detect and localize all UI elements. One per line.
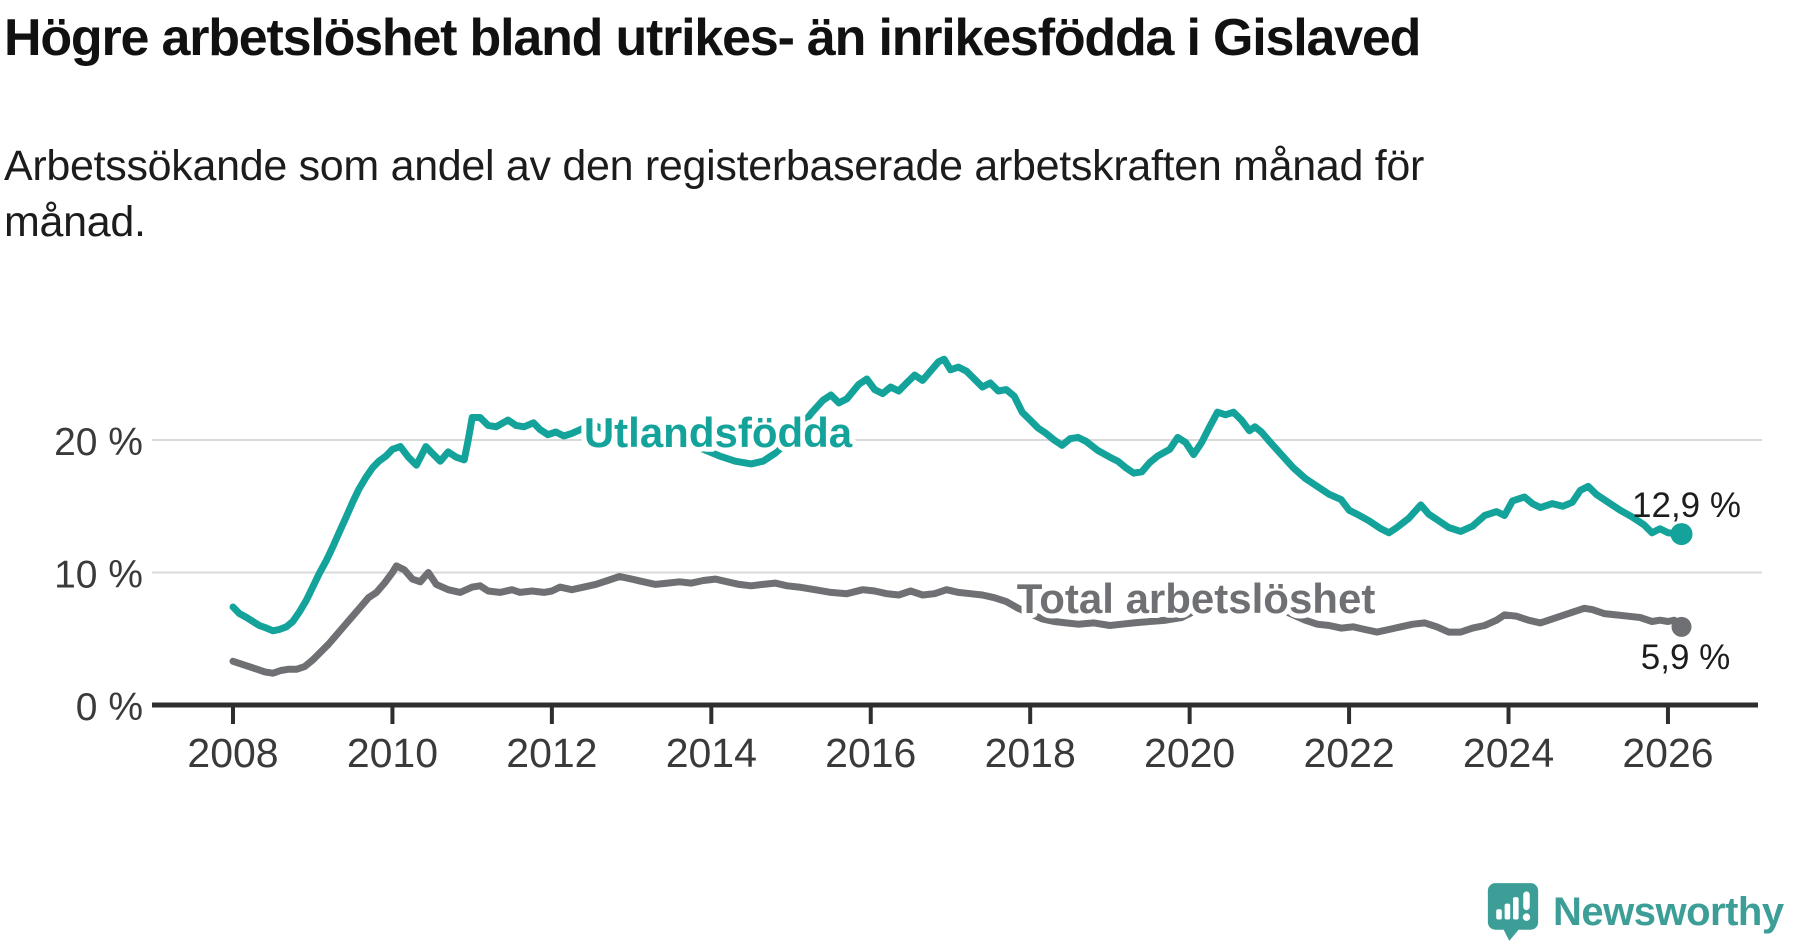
x-tick-label-2014: 2014	[666, 730, 757, 776]
page-title: Högre arbetslöshet bland utrikes- än inr…	[4, 9, 1421, 67]
x-tick-label-2020: 2020	[1144, 730, 1235, 776]
subtitle-line-1: Arbetssökande som andel av den registerb…	[4, 142, 1425, 190]
series-label-utlandsfodda: Utlandsfödda	[584, 409, 853, 456]
newsworthy-icon	[1487, 883, 1539, 941]
end-value-label-utlandsfodda: 12,9 %	[1632, 486, 1741, 525]
x-tick-label-2024: 2024	[1463, 730, 1554, 776]
end-value-label-total: 5,9 %	[1641, 638, 1731, 677]
end-dot-utlandsfodda	[1670, 523, 1693, 546]
newsworthy-logo: Newsworthy	[1486, 882, 1784, 942]
subtitle-line-2: månad.	[4, 198, 146, 246]
x-tick-label-2008: 2008	[187, 730, 278, 776]
series-line-utlandsfodda	[229, 355, 1685, 635]
newsworthy-wordmark: Newsworthy	[1553, 889, 1784, 934]
series-line-total	[229, 562, 1685, 677]
series-label-total: Total arbetslöshet	[1017, 575, 1376, 622]
chart-subtitle: Arbetssökande som andel av den registerb…	[4, 138, 1624, 250]
x-tick-label-2026: 2026	[1622, 730, 1713, 776]
end-dot-total	[1671, 616, 1692, 637]
x-tick-label-2016: 2016	[825, 730, 916, 776]
x-tick-label-2022: 2022	[1303, 730, 1394, 776]
x-tick-label-2010: 2010	[347, 730, 438, 776]
y-tick-label-20: 20 %	[54, 421, 143, 464]
y-tick-label-0: 0 %	[76, 686, 143, 729]
y-tick-label-10: 10 %	[54, 554, 143, 597]
x-tick-label-2012: 2012	[506, 730, 597, 776]
x-tick-label-2018: 2018	[985, 730, 1076, 776]
